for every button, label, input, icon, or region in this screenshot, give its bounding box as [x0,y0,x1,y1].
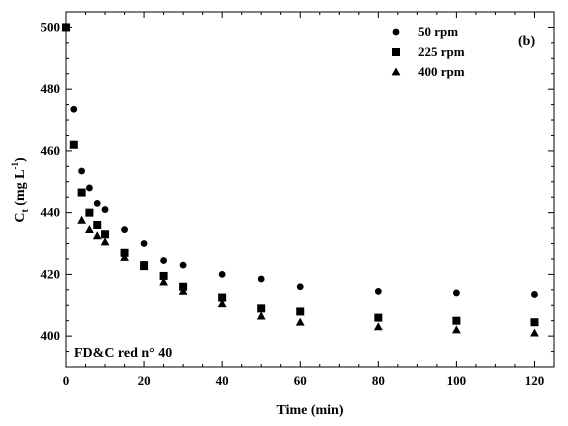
point-50-rpm [93,199,101,207]
plot-frame [65,11,555,368]
point-400-rpm [100,237,110,246]
point-400-rpm [452,325,461,334]
y-axis-title: Ct (mg L-1) [10,157,31,223]
point-225-rpm [120,248,129,257]
x-axis-ticks: 0 20 40 60 80 100 120 [63,12,555,388]
point-225-rpm [530,318,539,327]
data-markers [61,22,539,337]
point-50-rpm [179,261,187,269]
point-225-rpm [374,313,383,322]
point-50-rpm [257,275,265,283]
point-400-rpm [92,231,102,240]
x-tick-label: 100 [447,373,467,388]
point-50-rpm [70,105,78,113]
y-tick-label: 420 [41,266,61,281]
legend-marker-225-rpm [392,48,400,56]
point-400-rpm [77,215,87,224]
point-50-rpm [296,283,304,291]
x-tick-label: 80 [372,373,385,388]
x-axis-title: Time (min) [276,403,343,418]
x-tick-label: 60 [294,373,307,388]
point-225-rpm [218,293,227,302]
point-50-rpm [218,270,226,278]
legend-label: 225 rpm [418,44,465,59]
point-225-rpm [257,304,266,313]
point-225-rpm [452,316,461,325]
dye-annotation: FD&C red n° 40 [74,346,172,361]
point-400-rpm [61,22,71,31]
point-400-rpm [85,225,94,234]
point-50-rpm [78,167,86,175]
x-tick-label: 20 [138,373,151,388]
legend-marker-400-rpm [391,67,401,76]
legend: 50 rpm 225 rpm 400 rpm [391,24,465,79]
x-tick-label: 40 [216,373,229,388]
point-50-rpm [121,226,128,234]
point-400-rpm [159,277,168,286]
y-tick-label: 500 [41,19,61,34]
legend-label: 400 rpm [418,64,465,79]
point-225-rpm [93,221,102,229]
point-400-rpm [139,262,149,271]
point-400-rpm [120,252,129,261]
point-400-rpm [256,311,266,320]
point-400-rpm [217,299,227,308]
x-tick-label: 0 [63,373,70,388]
point-400-rpm [69,140,79,149]
point-50-rpm [531,291,538,298]
y-tick-label: 460 [41,143,61,158]
panel-label: (b) [518,34,535,49]
point-225-rpm [296,307,305,316]
point-225-rpm [77,188,86,197]
point-50-rpm [86,184,93,192]
y-axis-ticks: 400 420 440 460 480 500 [41,11,554,368]
point-225-rpm [85,208,94,217]
legend-marker-50-rpm [392,28,400,36]
point-50-rpm [374,287,382,295]
point-400-rpm [295,317,305,326]
point-400-rpm [373,322,383,331]
y-tick-label: 480 [41,81,61,96]
point-400-rpm [178,286,188,295]
point-50-rpm [101,206,109,213]
point-225-rpm [159,271,168,280]
point-50-rpm [453,289,460,297]
point-50-rpm [140,240,148,247]
point-50-rpm [160,257,168,264]
point-225-rpm [179,282,188,291]
y-tick-label: 440 [41,205,61,220]
point-225-rpm [101,230,110,239]
y-tick-label: 400 [41,328,61,343]
x-tick-label: 120 [525,373,545,388]
legend-label: 50 rpm [418,24,458,39]
point-400-rpm [530,328,539,337]
